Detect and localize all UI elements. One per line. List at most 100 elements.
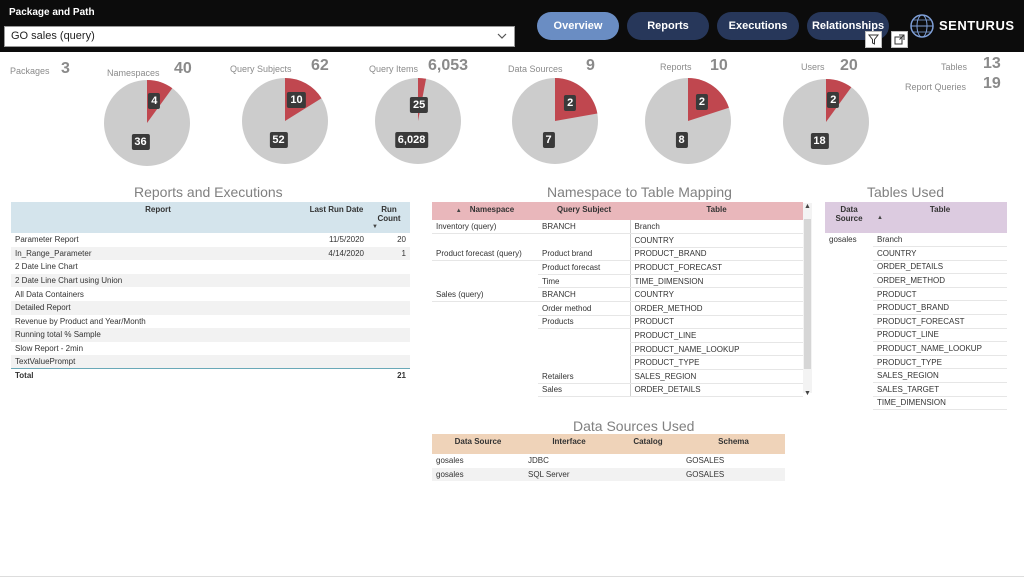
- total-empty-cell: [305, 368, 368, 383]
- col-data-source-header[interactable]: Data Source: [825, 202, 873, 233]
- scrollbar-thumb[interactable]: [804, 219, 811, 369]
- pie-highlight-label: 2: [564, 94, 577, 111]
- scroll-down-icon[interactable]: ▼: [804, 390, 811, 397]
- table-row[interactable]: 2 Date Line Chart: [11, 260, 410, 274]
- table-cell: TIME_DIMENSION: [629, 274, 803, 289]
- pie-slice-highlight[interactable]: [555, 78, 598, 121]
- nav-reports-button[interactable]: Reports: [627, 12, 709, 40]
- table-row[interactable]: PRODUCT_TYPE: [432, 355, 803, 371]
- run-count-cell: [368, 300, 410, 315]
- table-row[interactable]: ORDER_DETAILS: [825, 260, 1007, 275]
- table-row[interactable]: PRODUCT_NAME_LOOKUP: [432, 342, 803, 357]
- table-row[interactable]: Time TIME_DIMENSION: [432, 274, 803, 289]
- table-row[interactable]: PRODUCT_LINE: [432, 328, 803, 343]
- table-name-cell: PRODUCT_FORECAST: [873, 314, 1007, 329]
- pie-highlight-label: 25: [409, 97, 429, 114]
- table-name-cell: TIME_DIMENSION: [873, 396, 1007, 411]
- table-name-cell: SALES_REGION: [873, 368, 1007, 384]
- scroll-up-icon[interactable]: ▲: [804, 203, 811, 210]
- table-row[interactable]: Slow Report - 2min: [11, 342, 410, 356]
- table-row[interactable]: gosales SQL Server GOSALES: [432, 467, 785, 482]
- table-row[interactable]: SALES_TARGET: [825, 382, 1007, 397]
- pie-slice-highlight[interactable]: [688, 78, 729, 121]
- table-row[interactable]: Product forecast (query) Product brand PRO…: [432, 247, 803, 262]
- table-row[interactable]: TIME_DIMENSION: [825, 396, 1007, 411]
- namespace-table-scrollbar[interactable]: ▲ ▼: [803, 203, 812, 397]
- pie-highlight-label: 4: [148, 92, 161, 109]
- table-row[interactable]: COUNTRY: [825, 246, 1007, 261]
- col-ds-data-source-header[interactable]: Data Source: [432, 434, 524, 454]
- col-query-subject-header[interactable]: Query Subject: [538, 202, 630, 220]
- col-report-header[interactable]: Report: [11, 202, 305, 233]
- nav-relationships-button[interactable]: Relationships: [807, 12, 889, 40]
- table-row[interactable]: Order method ORDER_METHOD: [432, 301, 803, 316]
- nav-executions-button[interactable]: Executions: [717, 12, 799, 40]
- focus-mode-icon[interactable]: [891, 31, 908, 48]
- table-row[interactable]: Inventory (query) BRANCH Branch: [432, 220, 803, 235]
- ds-name-cell: gosales: [432, 467, 524, 482]
- table-row[interactable]: Detailed Report: [11, 300, 410, 315]
- table-row[interactable]: 2 Date Line Chart using Union: [11, 273, 410, 288]
- interface-cell: JDBC: [528, 456, 549, 466]
- filter-icon[interactable]: [865, 31, 882, 48]
- table-row[interactable]: Sales (query) BRANCH COUNTRY: [432, 287, 803, 303]
- report-name-cell: Slow Report - 2min: [15, 344, 84, 354]
- query-subject-cell: Retailers: [538, 369, 630, 384]
- top-header: Package and Path GO sales (query) Overvi…: [0, 0, 1024, 52]
- query-subject-cell: [538, 356, 630, 370]
- table-row[interactable]: All Data Containers: [11, 287, 410, 301]
- last-run-date-cell: 4/14/2020: [305, 246, 368, 261]
- namespace-mapping-title: Namespace to Table Mapping: [547, 184, 732, 200]
- col-run-count-header[interactable]: Run Count ▼: [368, 202, 410, 233]
- table-row[interactable]: PRODUCT: [825, 287, 1007, 302]
- col-last-run-header[interactable]: Last Run Date: [305, 202, 368, 233]
- kpi-report-queries-value: 19: [983, 75, 1001, 92]
- table-row[interactable]: Parameter Report 11/5/2020 20: [11, 233, 410, 247]
- table-row[interactable]: Revenue by Product and Year/Month: [11, 315, 410, 329]
- col-catalog-header[interactable]: Catalog: [614, 434, 682, 454]
- catalog-cell: [614, 467, 682, 482]
- table-row[interactable]: PRODUCT_TYPE: [825, 355, 1007, 370]
- table-row[interactable]: ORDER_METHOD: [825, 273, 1007, 288]
- table-row[interactable]: Products PRODUCT: [432, 315, 803, 330]
- table-row[interactable]: Running total % Sample: [11, 328, 410, 342]
- namespace-cell: [432, 261, 538, 275]
- table-cell: ORDER_DETAILS: [629, 383, 803, 398]
- table-row[interactable]: In_Range_Parameter 4/14/2020 1: [11, 246, 410, 261]
- table-name-cell: PRODUCT_BRAND: [873, 300, 1007, 316]
- package-select[interactable]: GO sales (query): [4, 26, 515, 47]
- report-name-cell: Parameter Report: [15, 235, 79, 245]
- table-row[interactable]: SALES_REGION: [825, 368, 1007, 384]
- data-source-cell: [825, 383, 873, 397]
- data-source-cell: [825, 287, 873, 301]
- table-row[interactable]: Sales ORDER_DETAILS: [432, 383, 803, 398]
- last-run-date-cell: [305, 315, 368, 329]
- table-row[interactable]: PRODUCT_BRAND: [825, 300, 1007, 316]
- run-count-cell: [368, 287, 410, 301]
- tables-used-title: Tables Used: [867, 184, 945, 200]
- run-count-cell: [368, 355, 410, 369]
- last-run-date-cell: [305, 273, 368, 288]
- col-namespace-header[interactable]: ▲ Namespace: [432, 202, 538, 220]
- table-row[interactable]: PRODUCT_FORECAST: [825, 314, 1007, 329]
- nav-overview-button[interactable]: Overview: [537, 12, 619, 40]
- interface-cell: SQL Server: [524, 467, 614, 482]
- table-row[interactable]: Retailers SALES_REGION: [432, 369, 803, 384]
- table-row[interactable]: gosales JDBC GOSALES: [432, 454, 785, 468]
- report-name-cell: Running total % Sample: [11, 328, 305, 342]
- table-row[interactable]: Product forecast PRODUCT_FORECAST: [432, 260, 803, 275]
- pie-namespaces: [104, 80, 190, 166]
- col-interface-header[interactable]: Interface: [524, 434, 614, 454]
- col-tu-table-header[interactable]: Table ▲: [873, 202, 1007, 233]
- query-subject-cell: [538, 342, 630, 356]
- table-row[interactable]: PRODUCT_NAME_LOOKUP: [825, 341, 1007, 356]
- col-table-header[interactable]: Table: [630, 202, 803, 220]
- table-cell: COUNTRY: [629, 287, 803, 303]
- report-name-cell: All Data Containers: [15, 289, 84, 299]
- data-sources-used-title: Data Sources Used: [573, 418, 695, 434]
- table-row[interactable]: PRODUCT_LINE: [825, 328, 1007, 343]
- table-row[interactable]: COUNTRY: [432, 233, 803, 248]
- col-schema-header[interactable]: Schema: [682, 434, 785, 454]
- table-row[interactable]: gosales Branch: [825, 233, 1007, 248]
- table-row[interactable]: TextValuePrompt: [11, 355, 410, 369]
